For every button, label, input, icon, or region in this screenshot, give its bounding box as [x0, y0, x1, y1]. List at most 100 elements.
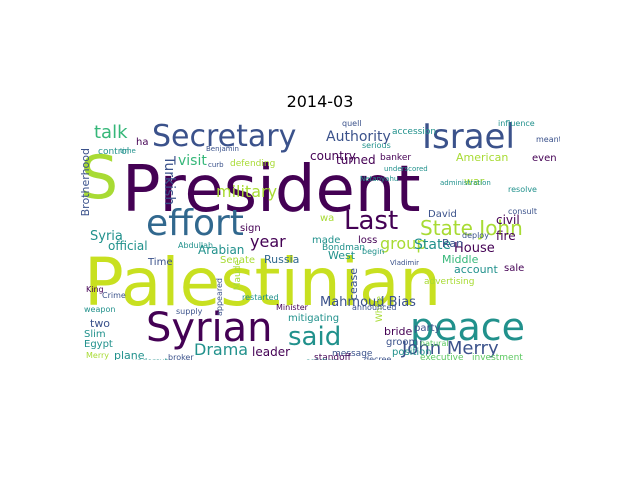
figure-title: 2014-03: [286, 92, 354, 111]
cloud-word: President: [122, 153, 421, 227]
cloud-word: David: [428, 209, 457, 220]
cloud-word: weapon: [84, 305, 116, 314]
cloud-word: two: [90, 317, 111, 330]
cloud-word: wa: [320, 213, 335, 224]
cloud-word: Palestinian: [84, 244, 442, 321]
cloud-word: underscored: [384, 165, 428, 173]
cloud-word: Crime: [102, 291, 126, 300]
cloud-word: Israel: [422, 118, 515, 157]
cloud-word: American: [456, 151, 509, 164]
cloud-word: broker: [168, 353, 194, 361]
cloud-word: undercut: [132, 358, 168, 361]
cloud-word: Authority: [326, 129, 391, 145]
cloud-word: visit: [178, 153, 207, 169]
cloud-word: position: [392, 347, 432, 358]
cloud-word: civil: [496, 213, 520, 227]
cloud-word: Time: [148, 257, 173, 268]
cloud-word: talk: [94, 122, 128, 143]
cloud-word: Drama: [194, 340, 249, 359]
cloud-word: Middle: [442, 253, 479, 266]
cloud-word: party: [414, 323, 441, 334]
cloud-word: made: [312, 235, 341, 246]
cloud-word: decree: [364, 355, 392, 361]
cloud-word: effort: [146, 203, 244, 244]
cloud-word: banker: [380, 153, 412, 163]
cloud-word: fire: [496, 229, 516, 243]
cloud-word: appeared: [215, 278, 224, 316]
cloud-word: sign: [240, 223, 261, 234]
cloud-word: deploy: [462, 231, 489, 240]
cloud-word: supply: [176, 307, 203, 316]
cloud-word: administration: [440, 179, 491, 187]
cloud-word: meant: [536, 135, 560, 144]
cloud-word: peace: [410, 305, 526, 349]
cloud-word: serious: [362, 141, 391, 150]
cloud-word: Senate: [220, 255, 256, 266]
cloud-word: State: [414, 237, 452, 253]
cloud-word: John Merry: [402, 338, 499, 359]
cloud-word: bride: [384, 325, 413, 338]
cloud-word: Turkish: [161, 156, 177, 206]
cloud-word: restarted: [242, 293, 279, 302]
cloud-word: account: [454, 263, 498, 276]
cloud-word: S: [80, 143, 119, 213]
cloud-word: turned: [336, 153, 376, 167]
cloud-word: leader: [252, 345, 291, 359]
cloud-word: curb: [208, 161, 224, 169]
cloud-word: Merry: [86, 351, 109, 360]
cloud-word: Brotherhood: [80, 148, 92, 217]
cloud-word: Abdullah: [178, 241, 214, 250]
cloud-word: cease: [347, 268, 360, 301]
cloud-word: consult: [508, 207, 537, 216]
cloud-word: Maude: [233, 260, 243, 291]
cloud-word: defending: [230, 159, 276, 169]
cloud-word: Netanyahu: [360, 175, 399, 183]
cloud-word: Arabian: [198, 243, 245, 257]
cloud-word: Benjamin: [206, 145, 239, 153]
cloud-word: accession: [392, 127, 437, 137]
cloud-word: standoff: [314, 353, 351, 361]
cloud-word: executive: [420, 353, 464, 361]
word-cloud: President Palestinian Syrian peace effor…: [80, 118, 560, 360]
cloud-word: Egypt: [84, 339, 113, 350]
cloud-word: group: [380, 234, 427, 253]
cloud-word: State John: [420, 216, 523, 240]
cloud-word: Syrian: [146, 305, 273, 351]
cloud-word: groom: [386, 337, 419, 348]
cloud-word: Ran: [442, 237, 464, 250]
cloud-word: message: [332, 349, 373, 359]
cloud-word: said: [288, 322, 342, 352]
cloud-word: year: [250, 232, 286, 251]
cloud-word: control: [98, 147, 130, 157]
cloud-word: advertising: [424, 277, 475, 287]
cloud-word: loss: [358, 235, 378, 246]
cloud-word: country: [310, 149, 356, 163]
cloud-word: Syria: [90, 229, 123, 244]
cloud-word: mitigating: [288, 313, 340, 324]
cloud-word: solution: [306, 358, 338, 361]
cloud-word: King: [86, 285, 104, 294]
cloud-word: sale: [504, 263, 525, 274]
cloud-word: Slim: [84, 329, 106, 340]
cloud-word: House: [454, 241, 495, 256]
cloud-word: announced: [352, 303, 397, 312]
cloud-word: influence: [498, 119, 535, 128]
cloud-word: Vladimir: [390, 259, 420, 267]
cloud-word: resolve: [508, 185, 537, 194]
cloud-word: Mahmoud Bias: [320, 295, 416, 310]
cloud-word: military: [216, 182, 278, 201]
cloud-word: time: [120, 147, 136, 155]
cloud-word: Russia: [264, 253, 300, 266]
cloud-word: begin: [362, 247, 385, 256]
cloud-word: Secretary: [152, 119, 297, 154]
cloud-word: quell: [342, 119, 362, 128]
cloud-word: Minister: [276, 303, 308, 312]
cloud-word: natural: [420, 339, 449, 348]
cloud-word: Last: [344, 206, 399, 236]
cloud-word: official: [108, 239, 148, 253]
cloud-word: even: [532, 153, 557, 164]
cloud-word: plane: [114, 349, 145, 360]
cloud-word: investment: [472, 353, 523, 361]
cloud-word: Bondman: [322, 243, 366, 253]
cloud-word: ha: [136, 137, 149, 148]
